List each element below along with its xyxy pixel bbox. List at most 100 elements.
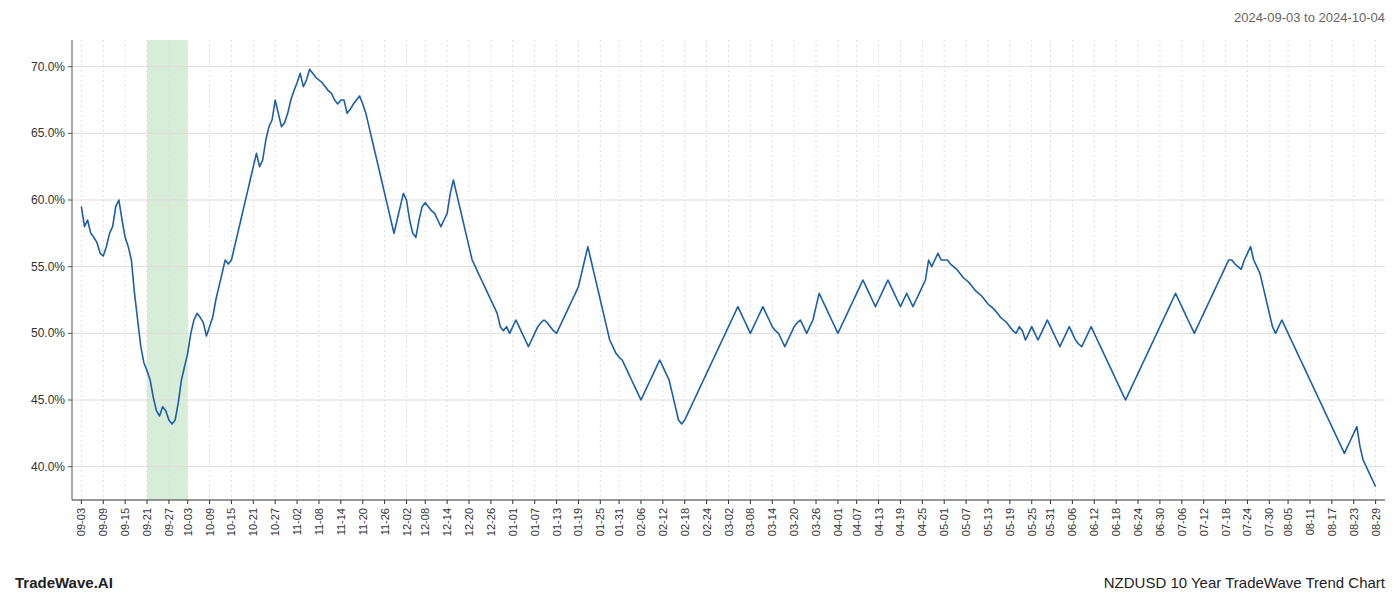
x-tick-label: 07-30 [1263,508,1275,536]
x-tick [103,500,104,504]
grid-line-x [640,40,641,500]
grid-line-x [662,40,663,500]
grid-line-x [1203,40,1204,500]
grid-line-x [987,40,988,500]
x-tick [81,500,82,504]
grid-line-y [72,133,1385,134]
x-tick-label: 12-02 [401,508,413,536]
grid-line-x [406,40,407,500]
x-tick-label: 06-24 [1132,508,1144,536]
grid-line-x [490,40,491,500]
y-tick-label: 55.0% [31,260,65,274]
grid-line-x [1225,40,1226,500]
x-tick-label: 09-03 [75,508,87,536]
grid-line-x [706,40,707,500]
grid-line-x [578,40,579,500]
x-tick-label: 08-17 [1326,508,1338,536]
y-tick [68,266,72,267]
x-tick-label: 01-07 [529,508,541,536]
grid-line-x [1269,40,1270,500]
chart: 40.0%45.0%50.0%55.0%60.0%65.0%70.0%09-03… [0,0,1400,600]
x-tick-label: 12-08 [419,508,431,536]
x-tick-label: 04-13 [873,508,885,536]
x-tick [362,500,363,504]
x-tick-label: 01-25 [594,508,606,536]
x-tick-label: 08-05 [1282,508,1294,536]
x-tick [1375,500,1376,504]
x-tick [406,500,407,504]
x-tick-label: 11-08 [313,508,325,535]
x-tick-label: 04-07 [851,508,863,536]
grid-line-x [1331,40,1332,500]
x-tick [816,500,817,504]
x-tick-label: 09-09 [97,508,109,536]
y-tick-label: 40.0% [31,460,65,474]
grid-line-x [966,40,967,500]
x-tick-label: 07-18 [1220,508,1232,536]
grid-line-x [1050,40,1051,500]
x-tick [878,500,879,504]
grid-line-x [619,40,620,500]
grid-line-x [125,40,126,500]
x-tick [1009,500,1010,504]
grid-line-x [534,40,535,500]
grid-line-x [340,40,341,500]
x-tick [922,500,923,504]
x-tick [447,500,448,504]
x-tick [600,500,601,504]
x-tick-label: 05-25 [1026,508,1038,536]
x-tick [556,500,557,504]
x-tick [490,500,491,504]
x-tick [1116,500,1117,504]
grid-line-x [728,40,729,500]
grid-line-x [469,40,470,500]
x-tick-label: 05-13 [982,508,994,536]
y-axis-line [72,40,73,500]
x-tick-label: 11-02 [291,508,303,535]
x-tick-label: 06-12 [1088,508,1100,536]
grid-line-x [1181,40,1182,500]
x-tick [662,500,663,504]
x-tick [1225,500,1226,504]
grid-line-x [600,40,601,500]
grid-line-x [297,40,298,500]
x-tick-label: 09-15 [119,508,131,536]
x-tick [966,500,967,504]
x-tick [706,500,707,504]
grid-line-x [856,40,857,500]
x-tick-label: 03-26 [810,508,822,536]
grid-line-x [384,40,385,500]
x-tick [1181,500,1182,504]
grid-line-x [1375,40,1376,500]
x-tick [900,500,901,504]
x-tick-label: 10-21 [247,508,259,536]
x-tick-label: 06-30 [1154,508,1166,536]
x-tick-label: 06-06 [1066,508,1078,536]
y-tick-label: 65.0% [31,126,65,140]
x-tick-label: 11-14 [335,508,347,535]
x-tick-label: 05-07 [960,508,972,536]
grid-line-x [103,40,104,500]
axes: 40.0%45.0%50.0%55.0%60.0%65.0%70.0%09-03… [31,40,1385,536]
grid-line-x [318,40,319,500]
grid-line-x [794,40,795,500]
x-tick-label: 06-18 [1110,508,1122,536]
x-tick-label: 12-26 [485,508,497,536]
grid-line-x [147,40,148,500]
x-tick [469,500,470,504]
x-tick-label: 02-24 [701,508,713,536]
grid-line-x [878,40,879,500]
grid-line-x [900,40,901,500]
x-tick-label: 10-15 [225,508,237,536]
grid-line-x [1247,40,1248,500]
y-tick [68,333,72,334]
x-tick [1138,500,1139,504]
y-tick [68,200,72,201]
series-line [81,69,1375,486]
x-tick-label: 04-25 [916,508,928,536]
x-tick [231,500,232,504]
x-tick-label: 02-18 [679,508,691,536]
x-tick [1159,500,1160,504]
x-tick [1331,500,1332,504]
x-tick [944,500,945,504]
